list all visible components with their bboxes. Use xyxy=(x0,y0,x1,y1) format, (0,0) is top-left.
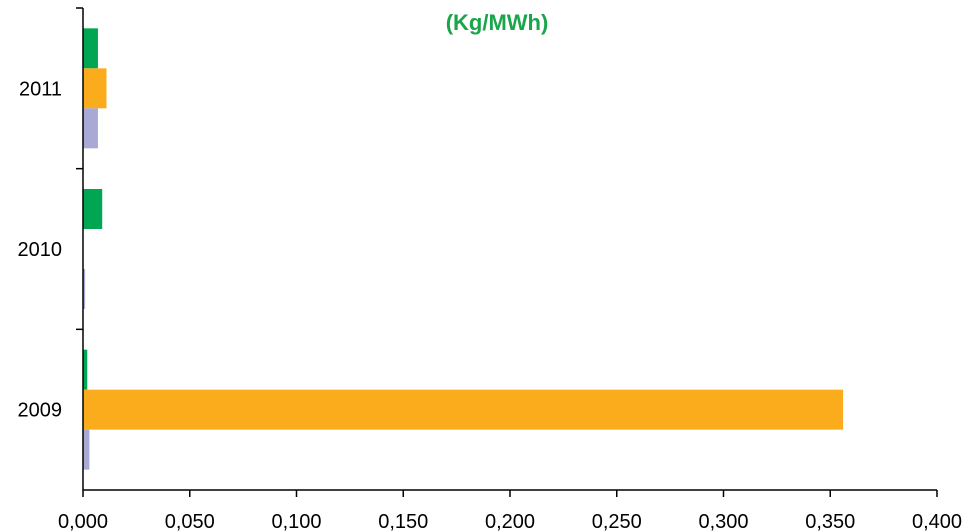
x-tick-label: 0,000 xyxy=(58,511,108,532)
bar-2009-series-2 xyxy=(83,389,844,430)
x-tick-label: 0,300 xyxy=(698,511,748,532)
x-tick-label: 0,050 xyxy=(165,511,215,532)
x-tick-label: 0,100 xyxy=(271,511,321,532)
y-category-label: 2011 xyxy=(19,78,62,100)
x-tick-label: 0,350 xyxy=(805,511,855,532)
bars xyxy=(83,28,844,470)
x-tick-label: 0,200 xyxy=(485,511,535,532)
bar-2011-series-2 xyxy=(83,68,107,109)
x-tick-label: 0,150 xyxy=(378,511,428,532)
bar-2009-series-3 xyxy=(83,429,90,470)
y-category-label: 2009 xyxy=(18,400,63,422)
y-categories: 2009 2010 2011 xyxy=(18,7,83,422)
bar-2010-series-1 xyxy=(83,189,103,229)
bar-2009-series-1 xyxy=(83,349,88,390)
x-ticks: 0,000 0,050 0,100 0,150 0,200 0,250 0,300 0,350… xyxy=(58,490,962,532)
bar-2011-series-3 xyxy=(83,108,98,149)
y-category-label: 2010 xyxy=(18,239,63,261)
x-tick-label: 0,250 xyxy=(592,511,642,532)
x-tick-label: 0,400 xyxy=(912,511,962,532)
bar-2011-series-1 xyxy=(83,28,98,69)
bar-2010-series-3 xyxy=(83,269,86,309)
chart-title: (Kg/MWh) xyxy=(446,10,549,35)
